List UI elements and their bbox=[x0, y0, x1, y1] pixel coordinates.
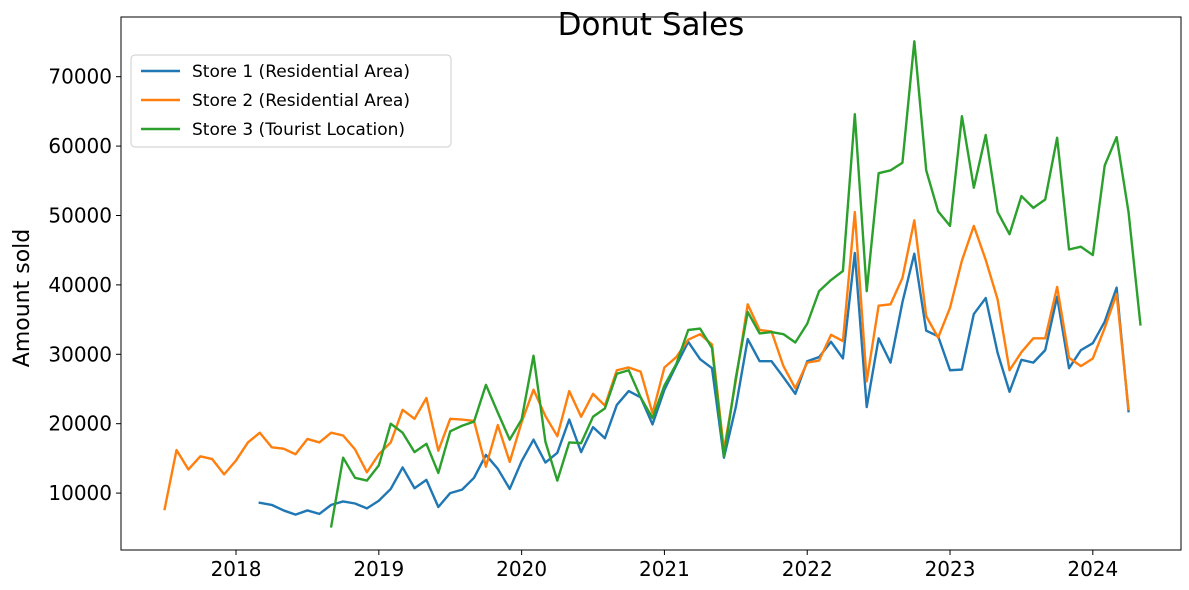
y-tick-label: 50000 bbox=[48, 203, 112, 227]
legend-items: Store 1 (Residential Area) Store 2 (Resid… bbox=[141, 62, 410, 140]
y-axis-label: Amount sold bbox=[10, 229, 35, 367]
series-line-store-3 bbox=[329, 40, 1142, 528]
chart-title: Donut Sales bbox=[558, 7, 745, 43]
x-axis: 2018 2019 2020 2021 2022 2023 2024 bbox=[211, 550, 1118, 581]
y-tick-label: 30000 bbox=[48, 342, 112, 366]
legend-label-store-2: Store 2 (Residential Area) bbox=[192, 91, 410, 111]
y-tick-label: 40000 bbox=[48, 273, 112, 297]
x-tick-label: 2018 bbox=[211, 557, 262, 581]
x-tick-label: 2020 bbox=[496, 557, 547, 581]
series-line-store-1 bbox=[258, 251, 1130, 516]
x-tick-label: 2024 bbox=[1067, 557, 1118, 581]
legend-box bbox=[130, 54, 452, 148]
plot-frame bbox=[120, 16, 1182, 551]
legend-label-store-3: Store 3 (Tourist Location) bbox=[192, 120, 405, 140]
y-tick-label: 60000 bbox=[48, 134, 112, 158]
legend-label-store-1: Store 1 (Residential Area) bbox=[192, 62, 410, 82]
x-tick-label: 2019 bbox=[353, 557, 404, 581]
y-tick-label: 70000 bbox=[48, 65, 112, 89]
series-line-store-2 bbox=[163, 210, 1130, 511]
x-tick-label: 2021 bbox=[639, 557, 690, 581]
y-tick-label: 10000 bbox=[48, 481, 112, 505]
legend: Store 1 (Residential Area) Store 2 (Resid… bbox=[130, 54, 452, 148]
y-tick-label: 20000 bbox=[48, 412, 112, 436]
series-layer bbox=[163, 40, 1142, 528]
y-axis: 10000 20000 30000 40000 50000 60000 70000 bbox=[48, 65, 121, 505]
x-tick-label: 2022 bbox=[782, 557, 833, 581]
x-tick-label: 2023 bbox=[925, 557, 976, 581]
